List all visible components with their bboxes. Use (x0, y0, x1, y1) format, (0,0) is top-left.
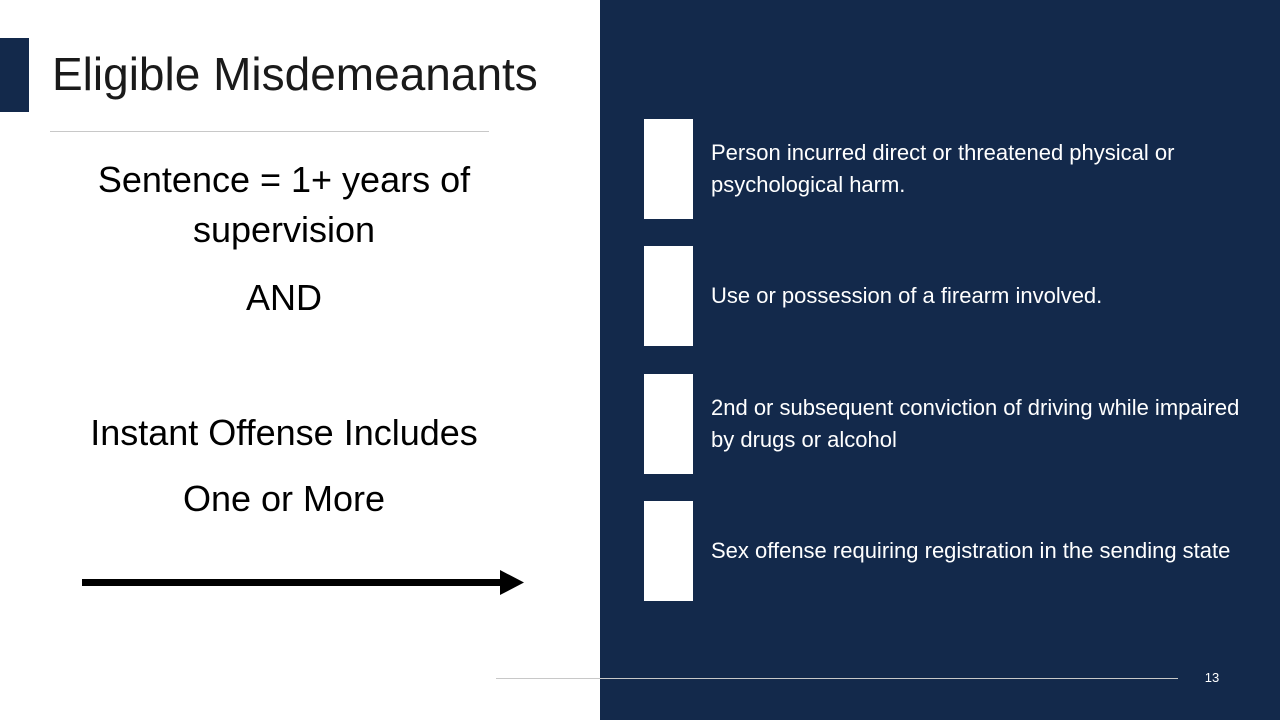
criteria-marker (644, 119, 693, 219)
sentence-line-1: Sentence = 1+ years of (97, 159, 471, 200)
title-accent-bar (0, 38, 29, 112)
page-number: 13 (1204, 670, 1220, 685)
title-divider (50, 131, 489, 132)
criteria-text: 2nd or subsequent conviction of driving … (711, 395, 1240, 452)
criteria-item-firearm: Use or possession of a firearm involved. (644, 246, 1244, 346)
criteria-marker (644, 374, 693, 474)
sentence-line-2: supervision (192, 209, 376, 250)
slide-title: Eligible Misdemeanants (52, 48, 538, 100)
footer-divider (496, 678, 1178, 679)
instant-offense-label: Instant Offense Includes (90, 412, 478, 453)
criteria-item-physical-harm: Person incurred direct or threatened phy… (644, 119, 1244, 219)
criteria-item-impaired-driving: 2nd or subsequent conviction of driving … (644, 374, 1244, 474)
criteria-marker (644, 246, 693, 346)
criteria-text: Use or possession of a firearm involved. (711, 283, 1103, 308)
and-label: AND (245, 277, 322, 318)
criteria-text: Person incurred direct or threatened phy… (711, 140, 1175, 197)
criteria-item-sex-offense: Sex offense requiring registration in th… (644, 501, 1244, 601)
right-arrow-icon (82, 570, 524, 595)
one-or-more-label: One or More (182, 478, 386, 519)
criteria-marker (644, 501, 693, 601)
criteria-text: Sex offense requiring registration in th… (711, 538, 1231, 563)
criteria-panel (600, 0, 1280, 720)
